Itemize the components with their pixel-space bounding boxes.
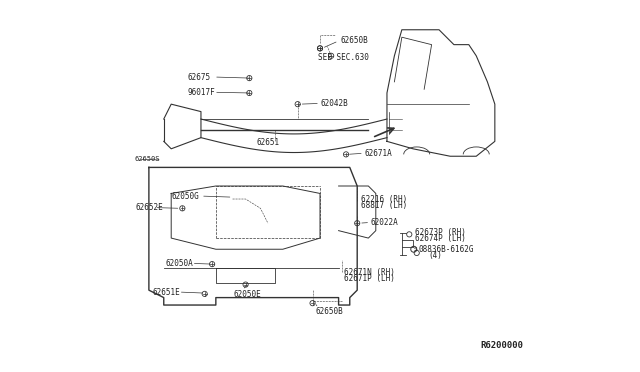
Text: (4): (4)	[428, 251, 442, 260]
Text: 62022A: 62022A	[371, 218, 399, 227]
Text: 62671N (RH): 62671N (RH)	[344, 268, 395, 277]
Text: S: S	[413, 247, 417, 252]
Text: 62673P (RH): 62673P (RH)	[415, 228, 466, 237]
Text: 62651: 62651	[257, 138, 280, 147]
Text: 62216 (RH): 62216 (RH)	[361, 195, 407, 203]
Text: 62050A: 62050A	[166, 259, 193, 268]
Text: 62675: 62675	[188, 73, 211, 81]
Text: 62050G: 62050G	[172, 192, 199, 201]
Text: 62674P (LH): 62674P (LH)	[415, 234, 466, 243]
Text: 96017F: 96017F	[188, 88, 216, 97]
Text: 62671P (LH): 62671P (LH)	[344, 275, 395, 283]
Text: 62650B: 62650B	[315, 307, 343, 316]
Text: SEE SEC.630: SEE SEC.630	[318, 53, 369, 62]
Text: 62652E: 62652E	[136, 203, 164, 212]
Text: 62671A: 62671A	[365, 149, 392, 158]
Text: 68817 (LH): 68817 (LH)	[361, 201, 407, 210]
Text: 62050E: 62050E	[234, 291, 262, 299]
Text: 62650S: 62650S	[134, 156, 160, 162]
Text: 62650B: 62650B	[340, 36, 368, 45]
Text: 08836B-6162G: 08836B-6162G	[419, 245, 474, 254]
Text: 62651E: 62651E	[152, 288, 180, 296]
Text: 62042B: 62042B	[321, 99, 349, 108]
Text: R6200000: R6200000	[480, 341, 523, 350]
